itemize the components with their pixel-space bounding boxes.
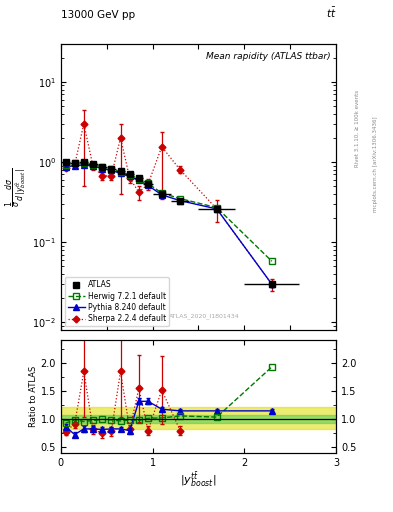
Bar [61, 407, 336, 430]
Text: 13000 GeV pp: 13000 GeV pp [61, 10, 135, 20]
Bar [61, 415, 336, 423]
X-axis label: $|y^{t\bar{t}}_{boost}|$: $|y^{t\bar{t}}_{boost}|$ [180, 471, 217, 489]
Text: ATLAS_2020_I1801434: ATLAS_2020_I1801434 [169, 313, 239, 319]
Text: mcplots.cern.ch [arXiv:1306.3436]: mcplots.cern.ch [arXiv:1306.3436] [373, 116, 378, 211]
Text: Mean rapidity (ATLAS ttbar): Mean rapidity (ATLAS ttbar) [206, 52, 331, 61]
Legend: ATLAS, Herwig 7.2.1 default, Pythia 8.240 default, Sherpa 2.2.4 default: ATLAS, Herwig 7.2.1 default, Pythia 8.24… [65, 278, 169, 327]
Text: $t\bar{t}$: $t\bar{t}$ [325, 6, 336, 20]
Text: Rivet 3.1.10, ≥ 100k events: Rivet 3.1.10, ≥ 100k events [355, 90, 360, 166]
Y-axis label: $\frac{1}{\sigma}\frac{d\sigma}{d\,|y^{t\bar{t}}_{boost}|}$: $\frac{1}{\sigma}\frac{d\sigma}{d\,|y^{t… [4, 167, 29, 207]
Y-axis label: Ratio to ATLAS: Ratio to ATLAS [29, 366, 38, 428]
